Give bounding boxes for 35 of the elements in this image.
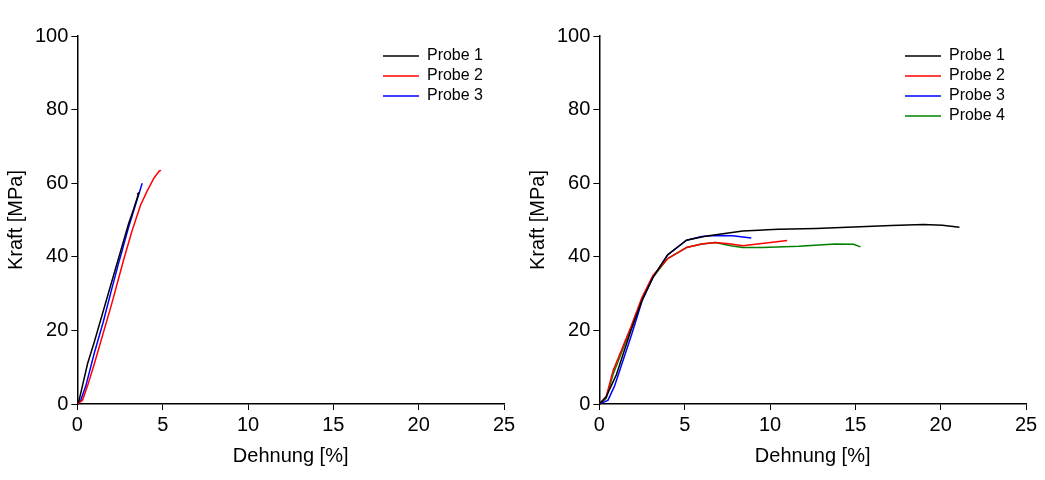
x-axis-title: Dehnung [%] <box>232 443 349 466</box>
x-tick-label: 15 <box>844 412 867 435</box>
x-tick-label: 0 <box>71 412 83 435</box>
y-tick-label: 20 <box>46 317 69 340</box>
y-axis-title: Kraft [MPa] <box>525 169 548 271</box>
legend-label: Probe 2 <box>948 66 1006 84</box>
y-tick-label: 80 <box>46 97 69 120</box>
y-tick-label: 40 <box>568 244 591 267</box>
x-tick-label: 5 <box>157 412 169 435</box>
x-tick-label: 25 <box>492 412 516 435</box>
y-axis-title: Kraft [MPa] <box>3 169 26 271</box>
y-tick-label: 40 <box>46 244 69 267</box>
legend-label: Probe 3 <box>948 86 1006 104</box>
x-tick-label: 10 <box>236 412 260 435</box>
y-tick-label: 60 <box>568 170 591 193</box>
x-tick-label: 20 <box>929 412 952 435</box>
y-tick-label: 80 <box>568 97 591 120</box>
y-tick-label: 20 <box>568 317 591 340</box>
y-tick-label: 60 <box>46 170 69 193</box>
legend-label: Probe 4 <box>948 106 1006 124</box>
x-tick-label: 15 <box>322 412 345 435</box>
y-tick-label: 100 <box>556 23 591 46</box>
x-tick-label: 20 <box>407 412 430 435</box>
x-tick-label: 25 <box>1014 412 1038 435</box>
x-axis-title: Dehnung [%] <box>754 443 871 466</box>
legend-label: Probe 3 <box>426 86 484 104</box>
legend-label: Probe 1 <box>948 46 1006 64</box>
x-tick-label: 0 <box>593 412 605 435</box>
legend-label: Probe 1 <box>426 46 484 64</box>
x-tick-label: 10 <box>758 412 782 435</box>
legend-label: Probe 2 <box>426 66 484 84</box>
y-tick-label: 0 <box>579 391 591 414</box>
y-tick-label: 100 <box>34 23 69 46</box>
y-tick-label: 0 <box>57 391 69 414</box>
x-tick-label: 5 <box>679 412 691 435</box>
